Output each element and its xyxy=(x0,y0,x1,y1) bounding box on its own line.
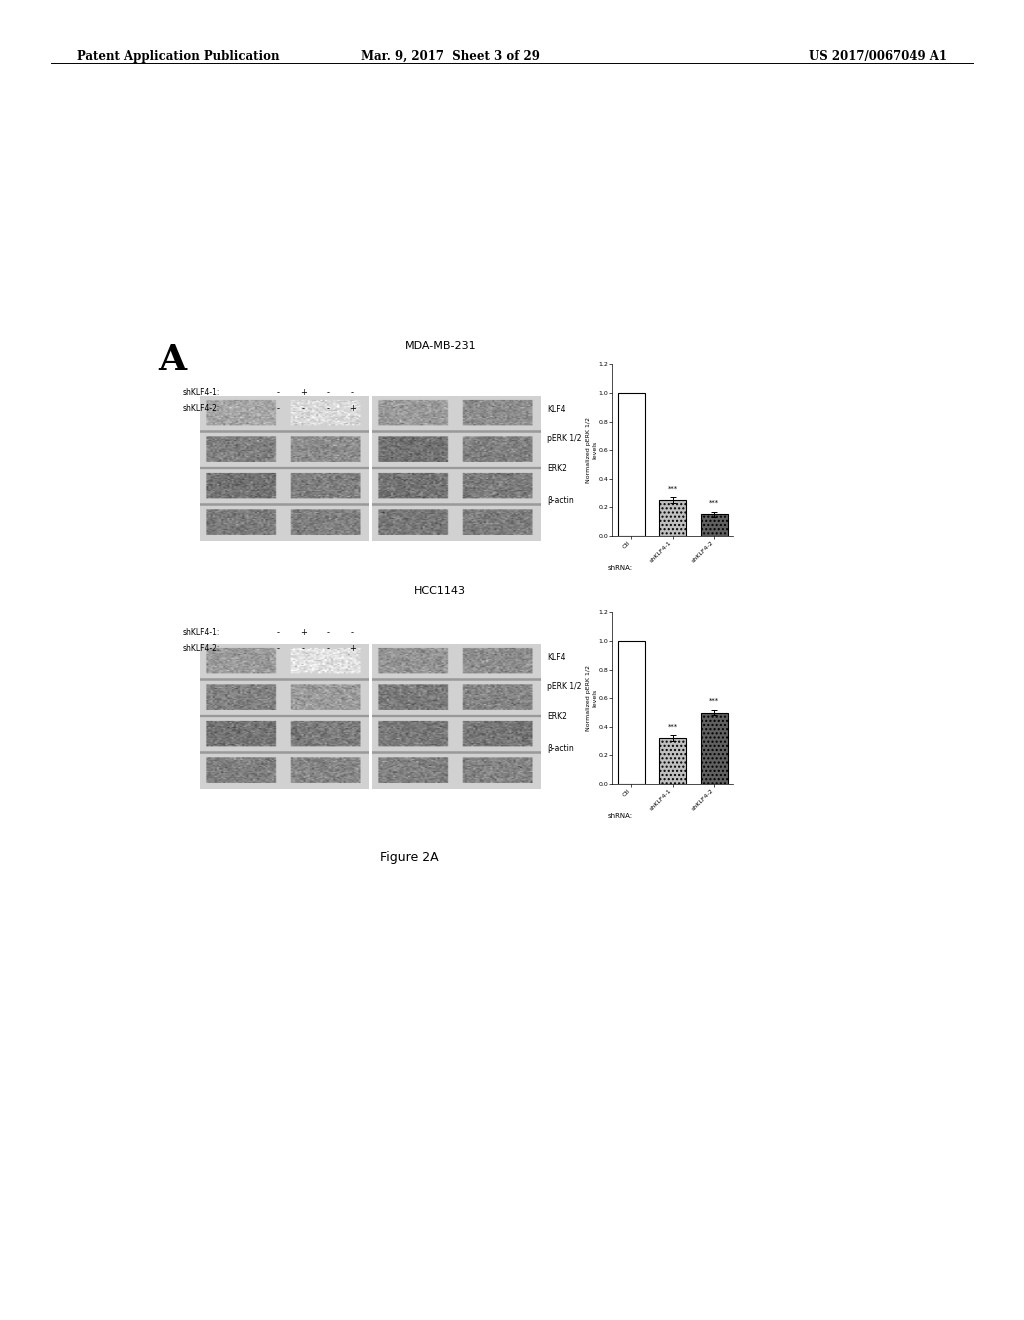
Text: -: - xyxy=(327,404,329,413)
Text: shRNA:: shRNA: xyxy=(607,813,633,820)
Text: -: - xyxy=(351,388,353,397)
Text: MDA-MB-231: MDA-MB-231 xyxy=(404,341,476,351)
Text: -: - xyxy=(327,388,329,397)
Text: -: - xyxy=(278,404,280,413)
Text: ***: *** xyxy=(710,500,719,506)
Text: pERK 1/2: pERK 1/2 xyxy=(547,682,582,690)
Y-axis label: Normalized pERK 1/2
levels: Normalized pERK 1/2 levels xyxy=(586,665,597,731)
Text: Patent Application Publication: Patent Application Publication xyxy=(77,50,280,63)
Text: shRNA:: shRNA: xyxy=(607,565,633,572)
Text: shKLF4-2:: shKLF4-2: xyxy=(182,404,219,413)
Y-axis label: Normalized pERK 1/2
levels: Normalized pERK 1/2 levels xyxy=(586,417,597,483)
Text: ***: *** xyxy=(710,698,719,704)
Bar xyxy=(617,642,645,784)
Text: ERK2: ERK2 xyxy=(547,465,566,473)
Text: shKLF4-2:: shKLF4-2: xyxy=(182,644,219,653)
Text: -: - xyxy=(278,388,280,397)
Text: ERK2: ERK2 xyxy=(547,713,566,721)
Text: Figure 2A: Figure 2A xyxy=(380,851,439,865)
Text: -: - xyxy=(302,644,304,653)
Text: -: - xyxy=(327,644,329,653)
Bar xyxy=(617,393,645,536)
Text: shKLF4-1:: shKLF4-1: xyxy=(182,388,219,397)
Text: -: - xyxy=(278,628,280,638)
Text: KLF4: KLF4 xyxy=(547,405,565,413)
Text: β-actin: β-actin xyxy=(547,496,573,504)
Text: -: - xyxy=(351,628,353,638)
Text: -: - xyxy=(302,404,304,413)
Text: US 2017/0067049 A1: US 2017/0067049 A1 xyxy=(809,50,947,63)
Text: KLF4: KLF4 xyxy=(547,653,565,661)
Text: ***: *** xyxy=(668,486,678,491)
Text: Mar. 9, 2017  Sheet 3 of 29: Mar. 9, 2017 Sheet 3 of 29 xyxy=(361,50,540,63)
Text: HCC1143: HCC1143 xyxy=(415,586,466,597)
Text: ***: *** xyxy=(668,723,678,730)
Text: shKLF4-1:: shKLF4-1: xyxy=(182,628,219,638)
Bar xyxy=(700,515,728,536)
Text: -: - xyxy=(278,644,280,653)
Text: -: - xyxy=(327,628,329,638)
Text: β-actin: β-actin xyxy=(547,744,573,752)
Text: +: + xyxy=(300,628,306,638)
Text: +: + xyxy=(300,388,306,397)
Text: pERK 1/2: pERK 1/2 xyxy=(547,434,582,442)
Text: +: + xyxy=(349,644,355,653)
Text: A: A xyxy=(159,343,186,378)
Bar xyxy=(659,738,686,784)
Bar xyxy=(700,713,728,784)
Bar xyxy=(659,500,686,536)
Text: +: + xyxy=(349,404,355,413)
